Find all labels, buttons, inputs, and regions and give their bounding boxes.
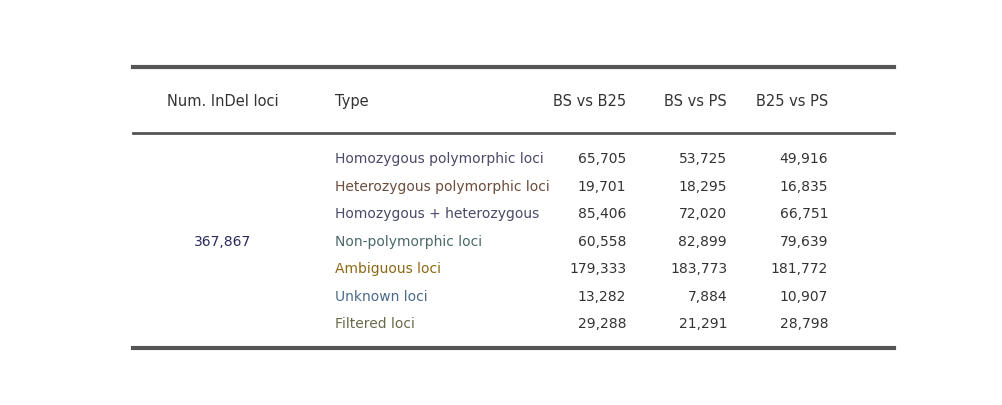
Text: Filtered loci: Filtered loci <box>335 317 415 331</box>
Text: 79,639: 79,639 <box>780 234 828 249</box>
Text: Heterozygous polymorphic loci: Heterozygous polymorphic loci <box>335 180 550 194</box>
Text: BS vs PS: BS vs PS <box>664 94 727 109</box>
Text: 28,798: 28,798 <box>780 317 828 331</box>
Text: 183,773: 183,773 <box>670 262 727 276</box>
Text: 66,751: 66,751 <box>780 207 828 221</box>
Text: 53,725: 53,725 <box>679 152 727 166</box>
Text: 60,558: 60,558 <box>578 234 626 249</box>
Text: 19,701: 19,701 <box>577 180 626 194</box>
Text: Homozygous + heterozygous: Homozygous + heterozygous <box>335 207 539 221</box>
Text: 367,867: 367,867 <box>193 234 250 249</box>
Text: 65,705: 65,705 <box>578 152 626 166</box>
Text: Ambiguous loci: Ambiguous loci <box>335 262 441 276</box>
Text: BS vs B25: BS vs B25 <box>553 94 626 109</box>
Text: 18,295: 18,295 <box>678 180 727 194</box>
Text: 13,282: 13,282 <box>578 290 626 303</box>
Text: 82,899: 82,899 <box>678 234 727 249</box>
Text: 85,406: 85,406 <box>578 207 626 221</box>
Text: Num. InDel loci: Num. InDel loci <box>166 94 279 109</box>
Text: 10,907: 10,907 <box>780 290 828 303</box>
Text: B25 vs PS: B25 vs PS <box>756 94 828 109</box>
Text: Homozygous polymorphic loci: Homozygous polymorphic loci <box>335 152 544 166</box>
Text: 29,288: 29,288 <box>577 317 626 331</box>
Text: 72,020: 72,020 <box>679 207 727 221</box>
Text: 49,916: 49,916 <box>780 152 828 166</box>
Text: 181,772: 181,772 <box>771 262 828 276</box>
Text: 21,291: 21,291 <box>678 317 727 331</box>
Text: 16,835: 16,835 <box>780 180 828 194</box>
Text: Non-polymorphic loci: Non-polymorphic loci <box>335 234 482 249</box>
Text: Unknown loci: Unknown loci <box>335 290 428 303</box>
Text: 7,884: 7,884 <box>687 290 727 303</box>
Text: Type: Type <box>335 94 369 109</box>
Text: 179,333: 179,333 <box>569 262 626 276</box>
